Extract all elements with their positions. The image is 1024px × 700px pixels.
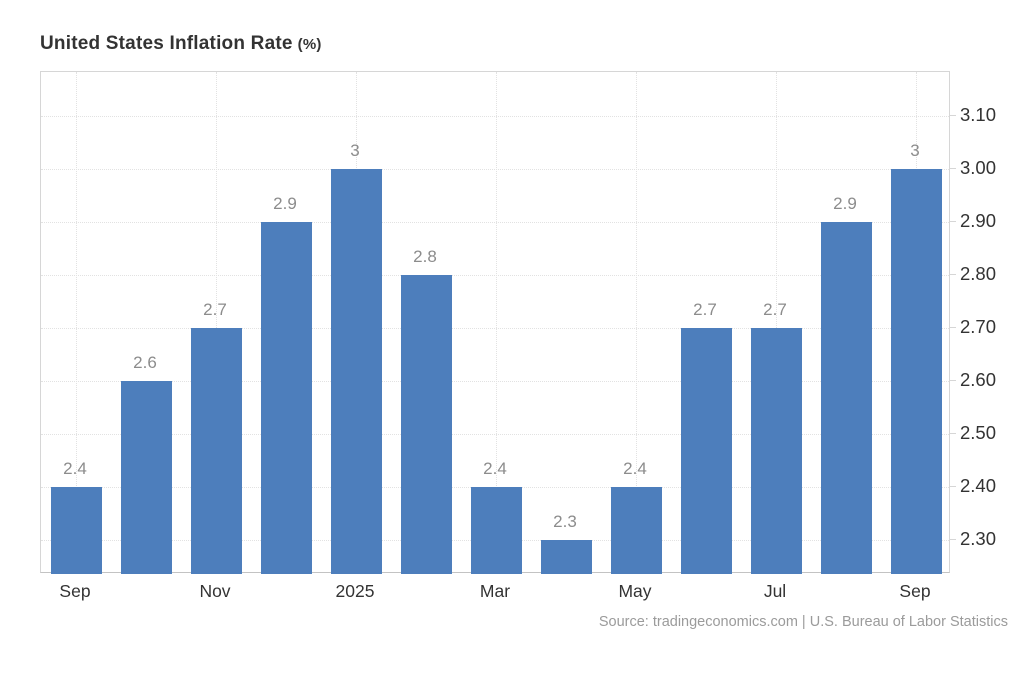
y-axis-label: 2.30	[960, 528, 997, 550]
bar-value-label: 2.9	[273, 194, 297, 214]
plot-area	[40, 71, 950, 574]
y-axis-tick	[950, 221, 956, 223]
y-axis-tick	[950, 114, 956, 116]
x-axis-label: Jul	[763, 581, 787, 601]
bar[interactable]	[540, 540, 592, 574]
bar-value-label: 2.4	[63, 459, 87, 479]
chart-title-unit: (%)	[297, 36, 322, 53]
y-axis-tick	[950, 168, 956, 169]
bar[interactable]	[820, 222, 872, 574]
bar-value-label: 2.7	[693, 300, 717, 320]
x-axis-label: 2025	[335, 581, 375, 601]
bar-value-label: 2.9	[833, 194, 857, 214]
bar-value-label: 2.4	[483, 459, 507, 479]
y-gridline	[41, 328, 949, 330]
bar[interactable]	[190, 328, 242, 574]
y-axis-label: 2.40	[960, 475, 997, 497]
bar[interactable]	[400, 275, 452, 574]
y-gridline	[41, 115, 949, 117]
bar[interactable]	[120, 381, 172, 574]
bar-value-label: 2.4	[623, 459, 647, 479]
bar[interactable]	[330, 169, 382, 574]
x-gridline	[216, 72, 217, 572]
y-gridline	[41, 381, 949, 383]
bar[interactable]	[680, 328, 732, 574]
bar[interactable]	[750, 328, 802, 574]
bar-value-label: 2.7	[763, 300, 787, 320]
bar-value-label: 2.8	[413, 247, 437, 267]
y-axis-label: 2.80	[960, 263, 997, 285]
chart-title: United States Inflation Rate (%)	[40, 33, 322, 55]
chart-title-text: United States Inflation Rate	[40, 33, 293, 54]
y-gridline	[41, 169, 949, 170]
y-gridline	[41, 222, 949, 224]
x-gridline	[636, 72, 637, 572]
y-axis-tick	[950, 327, 956, 329]
bar[interactable]	[470, 487, 522, 574]
y-axis-label: 3.10	[960, 103, 997, 125]
x-gridline	[496, 72, 497, 572]
bar-value-label: 2.7	[203, 300, 227, 320]
y-axis-tick	[950, 486, 956, 488]
x-axis-label: May	[618, 581, 652, 601]
bar-value-label: 2.3	[553, 512, 577, 532]
bar[interactable]	[50, 487, 102, 574]
bar[interactable]	[890, 169, 942, 574]
y-axis-tick	[950, 380, 956, 382]
y-axis-label: 2.90	[960, 210, 997, 232]
x-axis-label: Sep	[59, 581, 91, 601]
y-axis-label: 2.60	[960, 369, 997, 391]
bar-value-label: 3	[350, 141, 360, 160]
x-axis-label: Nov	[199, 581, 231, 601]
y-axis-tick	[950, 539, 956, 541]
x-gridline	[76, 72, 77, 572]
y-gridline	[41, 434, 949, 436]
bar-value-label: 2.6	[133, 353, 157, 373]
x-axis-label: Mar	[479, 581, 511, 601]
y-axis-tick	[950, 274, 956, 276]
y-axis-label: 3.00	[960, 157, 997, 178]
bar-value-label: 3	[910, 141, 920, 160]
y-axis-label: 2.70	[960, 316, 997, 338]
bar[interactable]	[610, 487, 662, 574]
bar[interactable]	[260, 222, 312, 574]
x-gridline	[776, 72, 777, 572]
y-gridline	[41, 275, 949, 277]
y-axis-label: 2.50	[960, 422, 997, 444]
x-axis-label: Sep	[899, 581, 931, 601]
y-axis-tick	[950, 433, 956, 435]
source-note: Source: tradingeconomics.com | U.S. Bure…	[598, 614, 1008, 630]
